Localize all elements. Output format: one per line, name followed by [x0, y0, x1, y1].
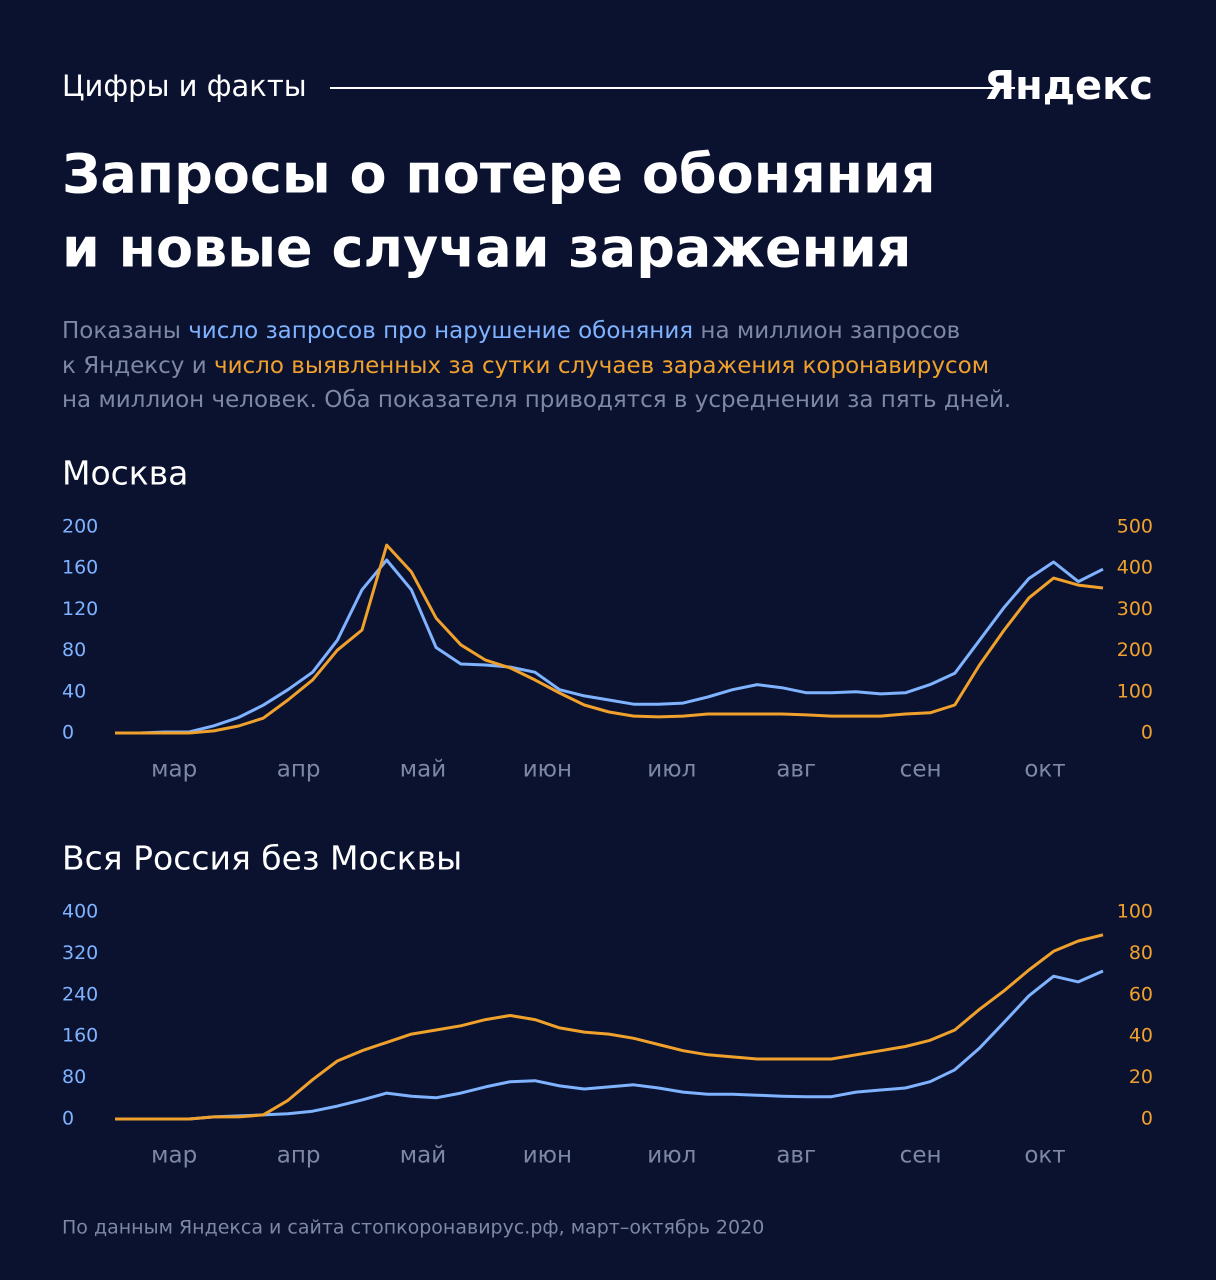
y2-tick-label: 40: [1129, 1025, 1153, 1047]
series-line: [115, 543, 1104, 735]
x-tick-label: июн: [523, 1143, 572, 1169]
y2-tick-label: 0: [1141, 722, 1153, 744]
x-tick-label: окт: [1024, 757, 1065, 783]
title-line: Запросы о потере обоняния: [62, 143, 936, 206]
description-text: Показаны: [62, 318, 188, 344]
y2-tick-label: 80: [1129, 942, 1153, 964]
logo: Яндекс: [984, 63, 1153, 109]
description-text: на миллион человек. Оба показателя приво…: [62, 387, 1011, 413]
x-tick-label: июл: [647, 1143, 696, 1169]
description: Показаны число запросов про нарушение об…: [62, 318, 960, 344]
description: на миллион человек. Оба показателя приво…: [62, 387, 1011, 413]
x-tick-label: июн: [523, 757, 572, 783]
footer: По данным Яндекса и сайта стопкоронавиру…: [62, 1217, 764, 1239]
y2-tick-label: 300: [1117, 598, 1153, 620]
title-line: и новые случаи заражения: [62, 217, 911, 280]
x-tick-label: май: [400, 757, 446, 783]
y-tick-label: 240: [62, 983, 98, 1005]
y-tick-label: 160: [62, 1025, 98, 1047]
y-tick-label: 200: [62, 516, 98, 538]
y2-tick-label: 100: [1117, 680, 1153, 702]
y-tick-label: 0: [62, 722, 74, 744]
y2-tick-label: 0: [1141, 1108, 1153, 1130]
y2-tick-label: 500: [1117, 516, 1153, 538]
x-tick-label: авг: [776, 757, 816, 783]
series-line: [115, 969, 1104, 1121]
y-tick-label: 160: [62, 557, 98, 579]
x-tick-label: сен: [900, 1143, 942, 1169]
x-tick-label: июл: [647, 757, 696, 783]
y2-tick-label: 20: [1129, 1066, 1153, 1088]
x-tick-label: окт: [1024, 1143, 1065, 1169]
description-highlight: число выявленных за сутки случаев зараже…: [214, 353, 989, 379]
x-tick-label: май: [400, 1143, 446, 1169]
x-tick-label: сен: [900, 757, 942, 783]
y2-tick-label: 200: [1117, 639, 1153, 661]
y-tick-label: 80: [62, 639, 86, 661]
y-tick-label: 0: [62, 1108, 74, 1130]
description-highlight: число запросов про нарушение обоняния: [188, 318, 693, 344]
x-tick-label: мар: [151, 1143, 197, 1169]
y-tick-label: 320: [62, 942, 98, 964]
description-text: на миллион запросов: [693, 318, 960, 344]
y-tick-label: 40: [62, 680, 86, 702]
chart-title: Вся Россия без Москвы: [62, 839, 462, 878]
y2-tick-label: 100: [1117, 901, 1153, 923]
y-tick-label: 400: [62, 901, 98, 923]
y-tick-label: 120: [62, 598, 98, 620]
series-line: [115, 558, 1104, 735]
x-tick-label: апр: [277, 1143, 321, 1169]
chart-title: Москва: [62, 454, 188, 493]
description-text: к Яндексу и: [62, 353, 214, 379]
y2-tick-label: 400: [1117, 557, 1153, 579]
description: к Яндексу и число выявленных за сутки сл…: [62, 353, 989, 379]
x-tick-label: мар: [151, 757, 197, 783]
x-tick-label: авг: [776, 1143, 816, 1169]
y2-tick-label: 60: [1129, 983, 1153, 1005]
section-label: Цифры и факты: [62, 69, 307, 103]
series-line: [115, 933, 1104, 1121]
x-tick-label: апр: [277, 757, 321, 783]
y-tick-label: 80: [62, 1066, 86, 1088]
